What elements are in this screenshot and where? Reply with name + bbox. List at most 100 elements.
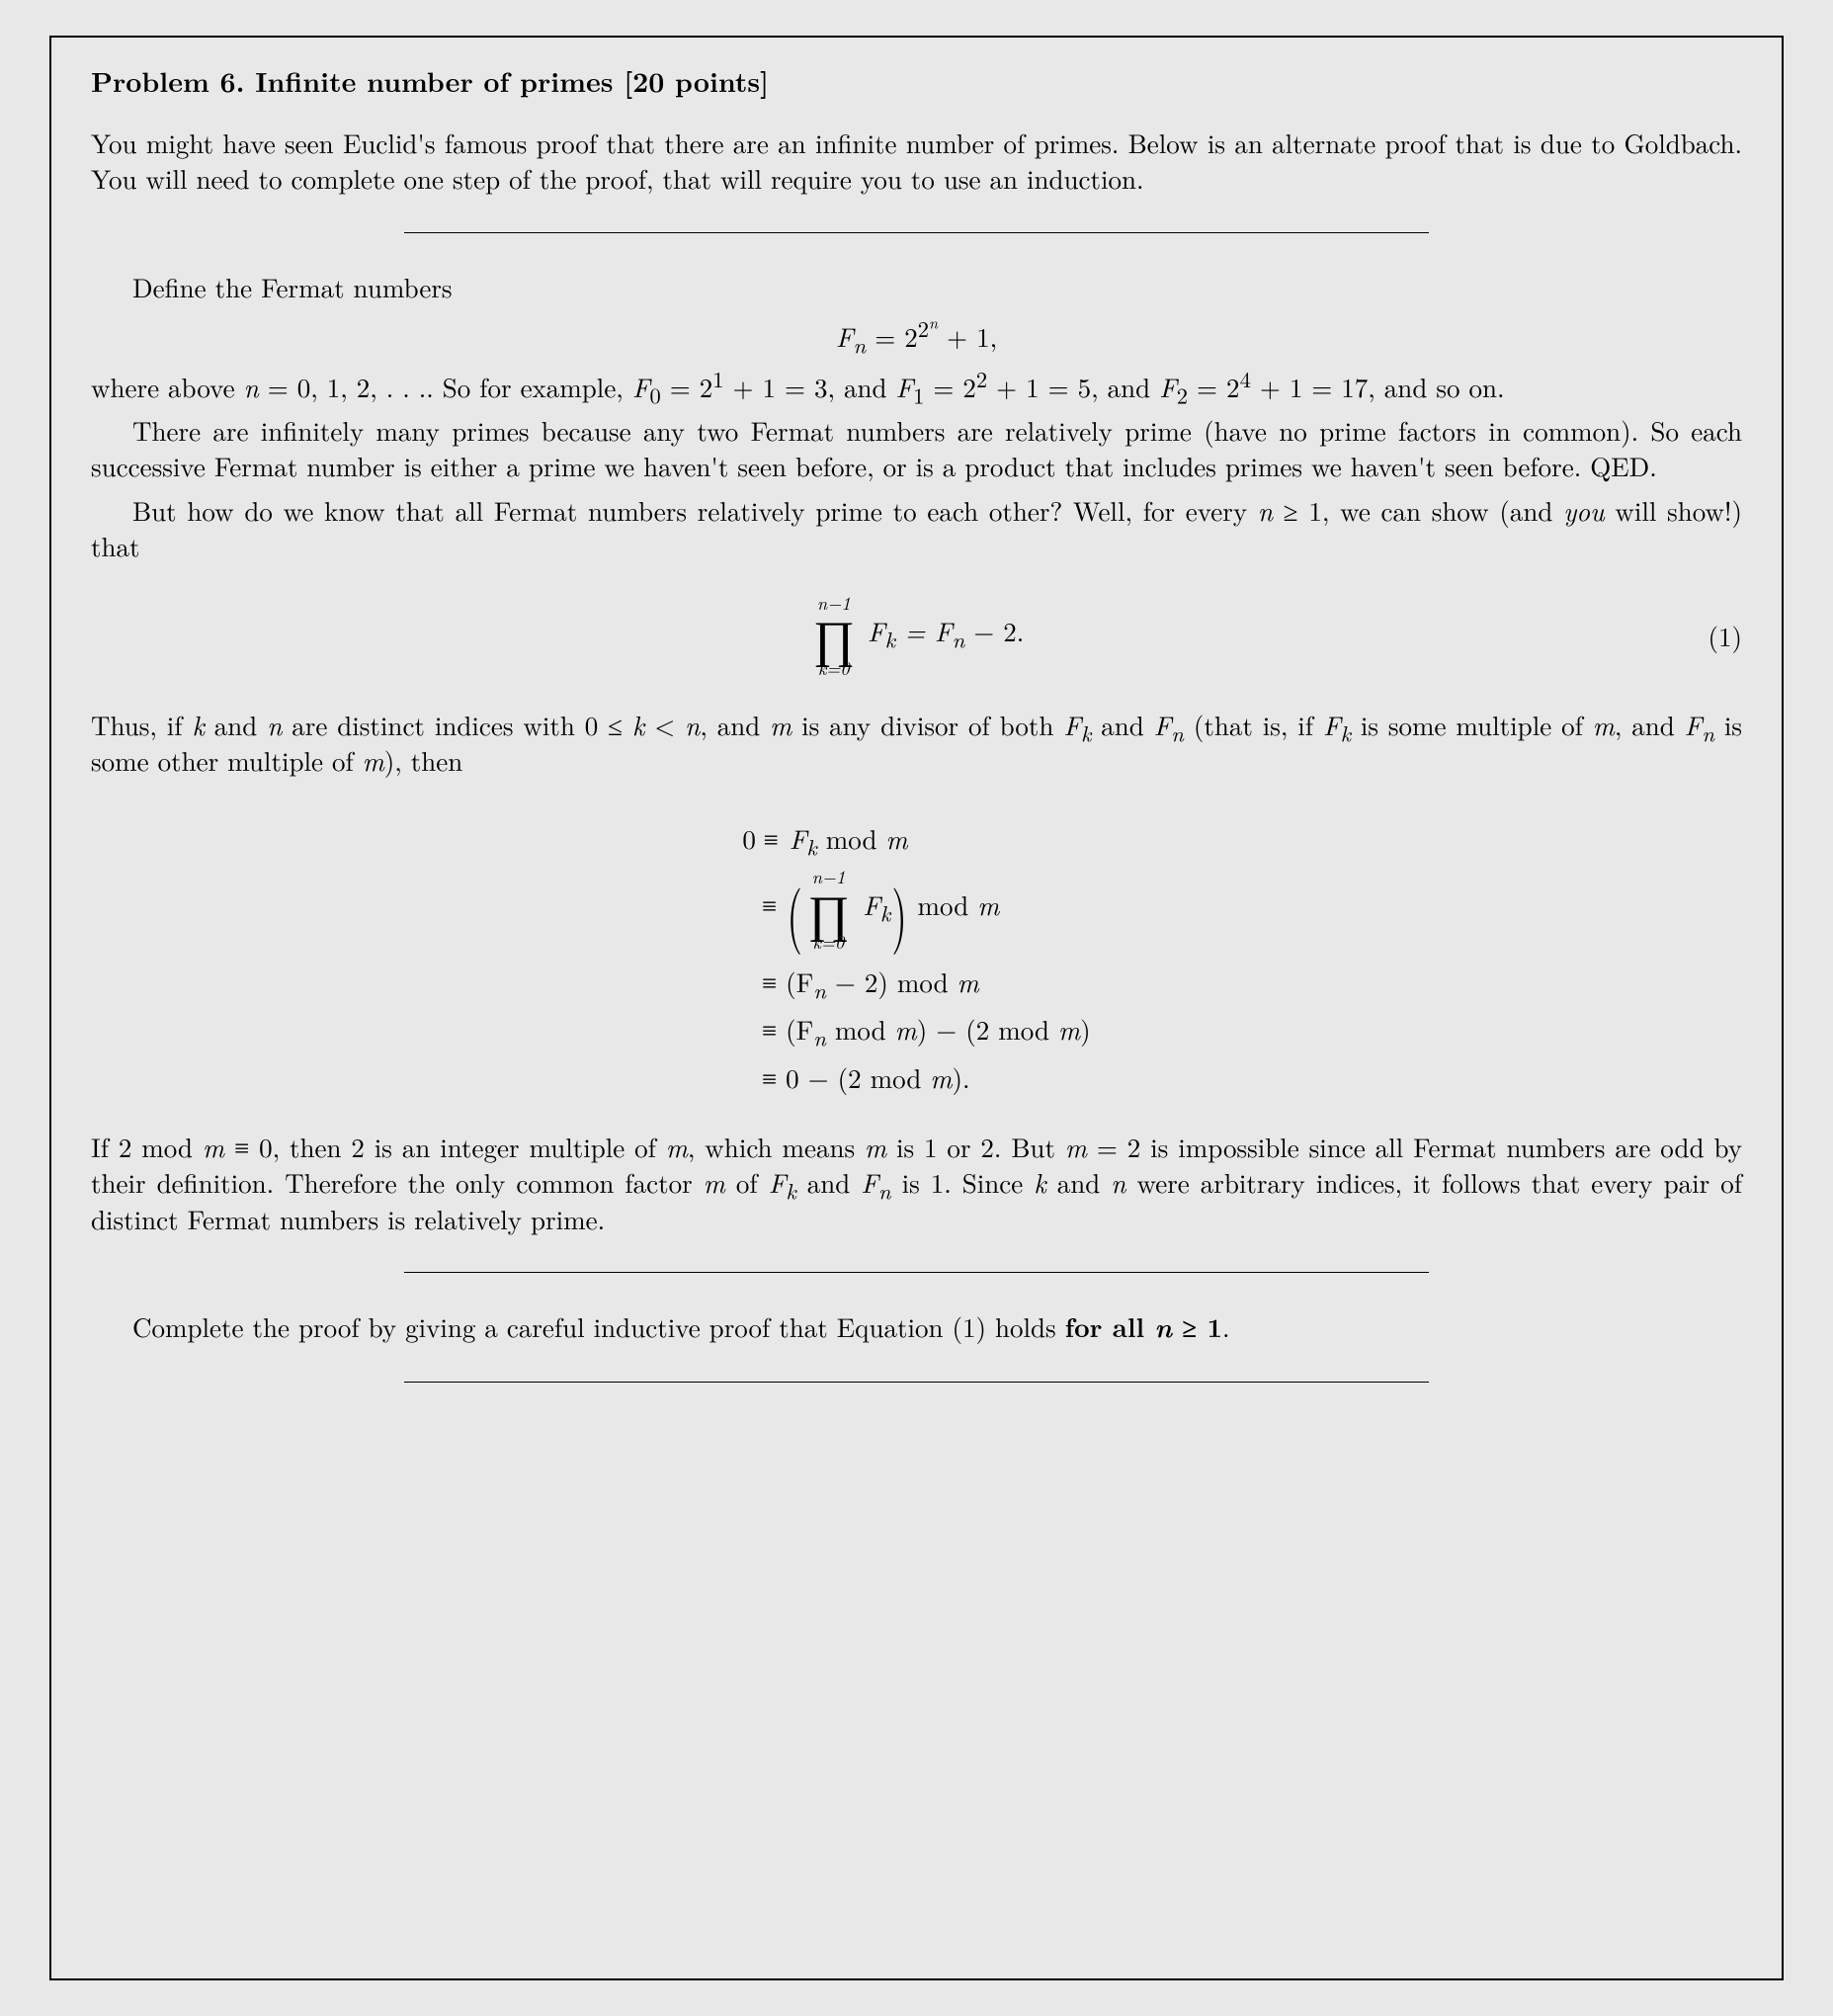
var-F: F <box>1063 706 1081 743</box>
rule-bottom <box>404 1382 1428 1383</box>
sub-2: 2 <box>1177 378 1188 410</box>
t: (that is, if <box>1184 706 1323 743</box>
t: ≥ 1 <box>1172 1306 1222 1345</box>
t: If 2 mod <box>91 1128 203 1165</box>
sub-n: n <box>953 623 965 654</box>
rhs4: ≡ (Fn mod m) − (2 mod m) <box>762 1010 1091 1048</box>
align-row-3: ≡ (Fn − 2) mod m <box>739 958 1093 1005</box>
sub-k: k <box>786 1175 795 1207</box>
prod-lower: k=0 <box>807 933 849 951</box>
eq-F: F <box>836 317 854 355</box>
t: = F <box>895 612 953 649</box>
t: mod <box>826 1010 895 1048</box>
task-paragraph: Complete the proof by giving a careful i… <box>91 1308 1742 1345</box>
rhs3: ≡ (Fn − 2) mod m <box>762 963 979 1000</box>
t: and <box>796 1163 862 1201</box>
var-F: F <box>1685 706 1703 743</box>
product-symbol: n−1 ∏ k=0 <box>813 594 855 677</box>
t: ≥ 1, we can show (and <box>1273 491 1563 529</box>
var-m: m <box>770 706 792 743</box>
var-n: n <box>1154 1307 1172 1346</box>
var-m: m <box>1058 1010 1080 1048</box>
sub-k: k <box>1341 716 1351 748</box>
var-n: n <box>244 368 259 405</box>
var-m: m <box>865 1128 886 1165</box>
rule-mid <box>404 1272 1428 1273</box>
eq-eq2: = 2 <box>866 317 918 355</box>
t: ≡ 0, then 2 is an integer multiple of <box>224 1128 666 1165</box>
var-m: m <box>363 741 384 779</box>
align-row-2: ≡ ( n−1 ∏ k=0 Fk) mod m <box>739 862 1093 957</box>
sub-n: n <box>813 973 826 1005</box>
var-n: n <box>1258 491 1273 529</box>
var-k: k <box>192 706 204 743</box>
var-m: m <box>977 885 999 923</box>
t: < <box>644 706 685 743</box>
fermat-definition-eq: Fn = 22n + 1, <box>91 318 1742 354</box>
eq-exp: 2n <box>918 312 938 344</box>
var-m: m <box>1065 1128 1087 1165</box>
rhs1: ≡ Fk mod m <box>762 819 908 857</box>
t: ≡ F <box>762 819 807 857</box>
bold-forall: for all n ≥ 1 <box>1065 1306 1222 1345</box>
sup-2: 2 <box>976 363 987 394</box>
sub-1: 1 <box>913 378 924 410</box>
t: is 1. Since <box>891 1163 1035 1201</box>
t: . <box>1222 1307 1230 1345</box>
rhs5: ≡ 0 − (2 mod m). <box>762 1058 970 1096</box>
align-table: 0 ≡ Fk mod m ≡ ( n−1 ∏ k=0 Fk) mod m <box>739 814 1093 1101</box>
prod-sigma-icon: ∏ <box>813 614 855 657</box>
sup-4: 4 <box>1240 363 1251 394</box>
t: ≡ (F <box>762 963 813 1000</box>
sub-n: n <box>813 1022 826 1053</box>
rule-top <box>404 232 1428 233</box>
t: − 2) mod <box>826 963 958 1000</box>
var-m: m <box>930 1058 952 1096</box>
var-F: F <box>861 1163 878 1201</box>
product-equation: n−1 ∏ k=0 Fk = Fn − 2. (1) <box>91 594 1742 677</box>
sub-k: k <box>885 623 895 654</box>
t: and <box>205 706 267 743</box>
prod-minus2: − 2. <box>964 612 1024 649</box>
sub-k: k <box>806 830 816 862</box>
prod-eq-Fn: = F <box>895 612 953 649</box>
t: where above <box>91 368 244 405</box>
t: = 2 <box>661 368 713 405</box>
var-m: m <box>666 1128 688 1165</box>
var-m: m <box>704 1163 725 1201</box>
t: for all <box>1065 1306 1155 1345</box>
t: , and <box>700 706 770 743</box>
prod-F: F <box>854 885 880 923</box>
sup-1: 1 <box>712 363 723 394</box>
var-F: F <box>1159 368 1177 405</box>
lhs-0: 0 <box>742 819 756 857</box>
t: But how do we know that all Fermat numbe… <box>132 491 1258 529</box>
var-F: F <box>769 1163 787 1201</box>
t: of <box>725 1163 769 1201</box>
conclusion-paragraph: If 2 mod m ≡ 0, then 2 is an integer mul… <box>91 1129 1742 1236</box>
prod-lower: k=0 <box>813 659 855 677</box>
var-F: F <box>1154 706 1172 743</box>
t: is any divisor of both <box>792 706 1063 743</box>
mod-text: mod <box>817 819 886 857</box>
align-row-1: 0 ≡ Fk mod m <box>739 814 1093 862</box>
equiv: ≡ <box>762 885 786 923</box>
t: are distinct indices with 0 ≤ <box>282 706 632 743</box>
emph-you: you <box>1563 491 1604 529</box>
product-symbol-inline: n−1 ∏ k=0 <box>807 868 849 951</box>
sub-n: n <box>878 1175 891 1207</box>
t: + 1 = 5, and <box>987 368 1159 405</box>
sub-n: n <box>1171 716 1184 748</box>
examples-paragraph: where above n = 0, 1, 2, . . .. So for e… <box>91 369 1742 404</box>
t: ) <box>1080 1010 1091 1048</box>
eq-plus1: + 1, <box>938 317 997 355</box>
t: = 0, 1, 2, . . .. So for example, <box>259 368 632 405</box>
var-F: F <box>1323 706 1341 743</box>
eq-exp-2: 2 <box>918 312 929 344</box>
t: Complete the proof by giving a careful i… <box>132 1307 1065 1345</box>
t: and <box>1046 1163 1112 1201</box>
problem-title: Problem 6. Infinite number of primes [20… <box>91 63 1742 101</box>
var-m: m <box>203 1128 224 1165</box>
var-n: n <box>267 706 282 743</box>
infinitely-many-paragraph: There are infinitely many primes because… <box>91 412 1742 484</box>
